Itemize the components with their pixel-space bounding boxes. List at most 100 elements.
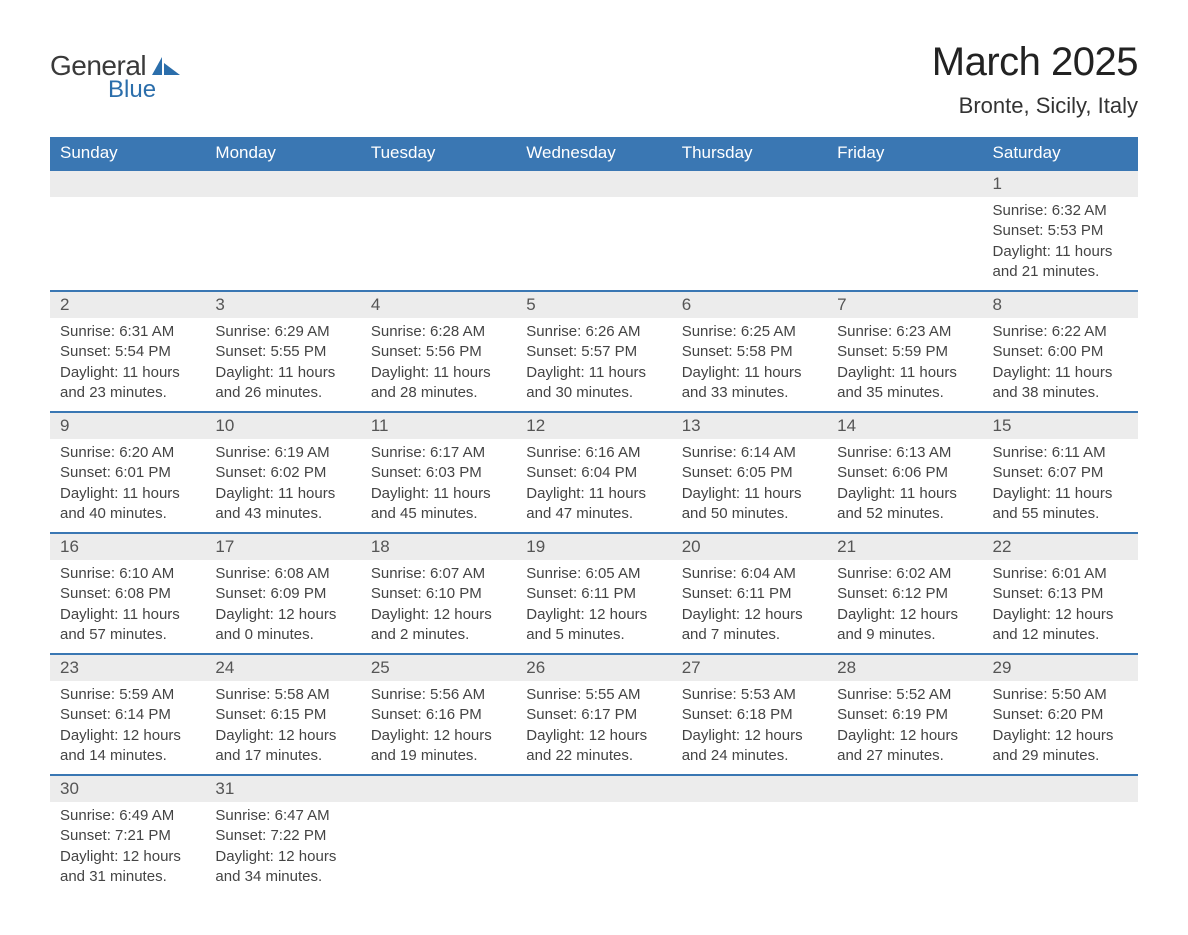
sunrise-text: Sunrise: 6:20 AM [60, 443, 195, 463]
data-row: Sunrise: 6:10 AMSunset: 6:08 PMDaylight:… [50, 560, 1138, 654]
day-number-cell: 24 [205, 654, 360, 681]
day-data-cell [827, 197, 982, 291]
daylight-text: Daylight: 11 hours and 55 minutes. [993, 484, 1128, 525]
sunset-text: Sunset: 5:59 PM [837, 342, 972, 362]
sunrise-text: Sunrise: 6:08 AM [215, 564, 350, 584]
sunrise-text: Sunrise: 5:58 AM [215, 685, 350, 705]
day-data-cell [516, 802, 671, 895]
location-label: Bronte, Sicily, Italy [932, 93, 1138, 119]
day-data-cell: Sunrise: 6:04 AMSunset: 6:11 PMDaylight:… [672, 560, 827, 654]
sunset-text: Sunset: 6:00 PM [993, 342, 1128, 362]
day-number-cell [361, 170, 516, 197]
day-number-cell [827, 170, 982, 197]
sunset-text: Sunset: 6:10 PM [371, 584, 506, 604]
day-data-cell [983, 802, 1138, 895]
daylight-text: Daylight: 11 hours and 52 minutes. [837, 484, 972, 525]
sunset-text: Sunset: 6:11 PM [682, 584, 817, 604]
day-data-cell [827, 802, 982, 895]
sunset-text: Sunset: 6:19 PM [837, 705, 972, 725]
day-number-cell: 16 [50, 533, 205, 560]
daylight-text: Daylight: 12 hours and 17 minutes. [215, 726, 350, 767]
day-data-cell: Sunrise: 6:10 AMSunset: 6:08 PMDaylight:… [50, 560, 205, 654]
day-number-cell: 17 [205, 533, 360, 560]
day-data-cell: Sunrise: 5:55 AMSunset: 6:17 PMDaylight:… [516, 681, 671, 775]
day-number-cell: 22 [983, 533, 1138, 560]
weekday-header: Friday [827, 137, 982, 170]
day-number-cell: 4 [361, 291, 516, 318]
daylight-text: Daylight: 11 hours and 26 minutes. [215, 363, 350, 404]
daylight-text: Daylight: 11 hours and 21 minutes. [993, 242, 1128, 283]
data-row: Sunrise: 6:32 AMSunset: 5:53 PMDaylight:… [50, 197, 1138, 291]
sunset-text: Sunset: 6:03 PM [371, 463, 506, 483]
data-row: Sunrise: 5:59 AMSunset: 6:14 PMDaylight:… [50, 681, 1138, 775]
data-row: Sunrise: 6:20 AMSunset: 6:01 PM Daylight:… [50, 439, 1138, 533]
day-number-cell: 7 [827, 291, 982, 318]
day-number-cell: 14 [827, 412, 982, 439]
sunrise-text: Sunrise: 6:16 AM [526, 443, 661, 463]
day-number-cell [983, 775, 1138, 802]
daylight-text: Daylight: 12 hours and 29 minutes. [993, 726, 1128, 767]
sunset-text: Sunset: 6:16 PM [371, 705, 506, 725]
sunset-text: Sunset: 5:57 PM [526, 342, 661, 362]
daynum-row: 3031 [50, 775, 1138, 802]
day-number-cell: 13 [672, 412, 827, 439]
day-number-cell: 25 [361, 654, 516, 681]
sunrise-text: Sunrise: 6:25 AM [682, 322, 817, 342]
daynum-row: 2345678 [50, 291, 1138, 318]
sunrise-text: Sunrise: 6:32 AM [993, 201, 1128, 221]
sunrise-text: Sunrise: 5:59 AM [60, 685, 195, 705]
day-number-cell: 27 [672, 654, 827, 681]
day-data-cell: Sunrise: 5:50 AMSunset: 6:20 PMDaylight:… [983, 681, 1138, 775]
page-title: March 2025 [932, 40, 1138, 85]
day-data-cell: Sunrise: 6:26 AMSunset: 5:57 PMDaylight:… [516, 318, 671, 412]
daylight-text: Daylight: 12 hours and 22 minutes. [526, 726, 661, 767]
daylight-text: Daylight: 12 hours and 5 minutes. [526, 605, 661, 646]
daylight-text: Daylight: 12 hours and 12 minutes. [993, 605, 1128, 646]
data-row: Sunrise: 6:31 AMSunset: 5:54 PMDaylight:… [50, 318, 1138, 412]
daylight-text: Daylight: 12 hours and 24 minutes. [682, 726, 817, 767]
sunset-text: Sunset: 6:18 PM [682, 705, 817, 725]
weekday-header: Thursday [672, 137, 827, 170]
day-number-cell: 2 [50, 291, 205, 318]
daylight-text: Daylight: 11 hours and 45 minutes. [371, 484, 506, 525]
sunset-text: Sunset: 6:07 PM [993, 463, 1128, 483]
weekday-header: Saturday [983, 137, 1138, 170]
day-number-cell: 23 [50, 654, 205, 681]
daynum-row: 23242526272829 [50, 654, 1138, 681]
daynum-row: 1 [50, 170, 1138, 197]
day-data-cell [672, 197, 827, 291]
sunset-text: Sunset: 6:20 PM [993, 705, 1128, 725]
header: General Blue March 2025 Bronte, Sicily, … [50, 40, 1138, 119]
day-data-cell [50, 197, 205, 291]
sunset-text: Sunset: 5:53 PM [993, 221, 1128, 241]
sunset-text: Sunset: 6:17 PM [526, 705, 661, 725]
sunrise-text: Sunrise: 5:50 AM [993, 685, 1128, 705]
sunrise-text: Sunrise: 6:22 AM [993, 322, 1128, 342]
day-data-cell: Sunrise: 6:28 AMSunset: 5:56 PMDaylight:… [361, 318, 516, 412]
day-number-cell: 26 [516, 654, 671, 681]
day-data-cell [205, 197, 360, 291]
day-data-cell: Sunrise: 6:32 AMSunset: 5:53 PMDaylight:… [983, 197, 1138, 291]
sunrise-text: Sunrise: 6:23 AM [837, 322, 972, 342]
day-data-cell: Sunrise: 6:08 AMSunset: 6:09 PMDaylight:… [205, 560, 360, 654]
daylight-text: Daylight: 11 hours and 30 minutes. [526, 363, 661, 404]
daylight-text: Daylight: 12 hours and 34 minutes. [215, 847, 350, 888]
sunrise-text: Sunrise: 6:14 AM [682, 443, 817, 463]
daylight-text: Daylight: 11 hours and 33 minutes. [682, 363, 817, 404]
day-data-cell: Sunrise: 6:17 AMSunset: 6:03 PMDaylight:… [361, 439, 516, 533]
sunrise-text: Sunrise: 5:55 AM [526, 685, 661, 705]
day-data-cell: Sunrise: 6:14 AMSunset: 6:05 PMDaylight:… [672, 439, 827, 533]
sunset-text: Sunset: 6:06 PM [837, 463, 972, 483]
day-data-cell: Sunrise: 6:07 AMSunset: 6:10 PMDaylight:… [361, 560, 516, 654]
day-data-cell: Sunrise: 6:49 AMSunset: 7:21 PMDaylight:… [50, 802, 205, 895]
day-number-cell: 3 [205, 291, 360, 318]
daylight-text: Daylight: 12 hours and 7 minutes. [682, 605, 817, 646]
sunset-text: Sunset: 6:01 PM [60, 463, 195, 483]
day-number-cell [827, 775, 982, 802]
sunset-text: Sunset: 7:21 PM [60, 826, 195, 846]
sunset-text: Sunset: 6:05 PM [682, 463, 817, 483]
sunrise-text: Sunrise: 6:26 AM [526, 322, 661, 342]
day-data-cell [516, 197, 671, 291]
day-number-cell: 31 [205, 775, 360, 802]
calendar-table: Sunday Monday Tuesday Wednesday Thursday… [50, 137, 1138, 895]
